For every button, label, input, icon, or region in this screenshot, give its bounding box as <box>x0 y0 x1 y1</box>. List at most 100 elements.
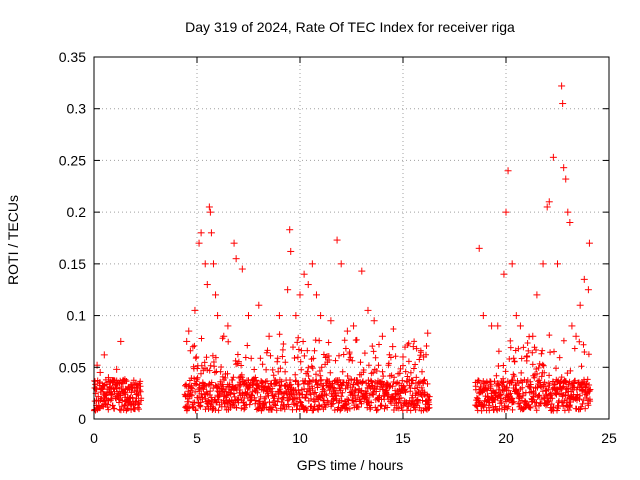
roti-point <box>104 374 112 382</box>
y-tick-label: 0.05 <box>59 359 86 375</box>
roti-point <box>350 322 358 330</box>
roti-point <box>560 164 568 172</box>
roti-point <box>566 218 574 226</box>
roti-point <box>333 236 341 244</box>
roti-point <box>121 376 129 384</box>
roti-point <box>585 239 593 247</box>
plot-frame <box>93 56 610 420</box>
roti-point <box>197 229 205 237</box>
roti-point <box>584 286 592 294</box>
roti-point <box>191 306 199 314</box>
roti-point <box>265 332 273 340</box>
roti-point <box>109 379 117 387</box>
x-tick-label: 0 <box>90 430 98 446</box>
roti-point <box>508 260 516 268</box>
y-tick-label: 0.2 <box>67 204 87 220</box>
x-tick-label: 15 <box>395 430 411 446</box>
roti-point <box>554 260 561 268</box>
roti-point <box>317 312 325 320</box>
roti-point <box>96 368 104 376</box>
y-tick-label: 0.35 <box>59 49 86 65</box>
roti-point <box>424 329 432 337</box>
roti-point <box>580 275 588 283</box>
roti-point <box>568 322 576 330</box>
roti-point <box>562 175 570 183</box>
roti-point <box>409 343 417 351</box>
y-tick-label: 0.25 <box>59 152 86 168</box>
roti-point <box>370 317 378 325</box>
roti-point <box>559 100 567 108</box>
x-tick-label: 10 <box>292 430 308 446</box>
roti-point <box>502 208 510 216</box>
roti-point <box>545 198 553 206</box>
y-axis-ticks: 0 0.05 0.1 0.15 0.2 0.25 0.3 0.35 <box>59 49 609 427</box>
y-axis-label: ROTI / TECUs <box>5 195 21 285</box>
roti-point <box>205 203 213 211</box>
x-axis-label: GPS time / hours <box>297 457 404 473</box>
roti-point <box>312 291 320 299</box>
grid-lines <box>94 57 609 419</box>
y-tick-label: 0.15 <box>59 256 86 272</box>
roti-point <box>488 322 496 330</box>
roti-point <box>183 337 191 345</box>
roti-point <box>516 322 524 330</box>
roti-point <box>224 322 232 330</box>
roti-point <box>558 82 566 90</box>
roti-point <box>255 301 263 309</box>
roti-point <box>220 332 228 340</box>
roti-point <box>500 270 508 278</box>
roti-point <box>286 226 294 234</box>
roti-point <box>209 260 217 268</box>
y-tick-label: 0.3 <box>67 101 87 117</box>
roti-point <box>399 353 407 361</box>
roti-point <box>117 337 125 345</box>
roti-point <box>201 260 209 268</box>
roti-point <box>529 332 537 340</box>
roti-point <box>327 317 335 325</box>
roti-point <box>479 312 487 320</box>
roti-point <box>287 247 295 255</box>
roti-point <box>292 312 300 320</box>
roti-point <box>238 265 246 273</box>
x-axis-ticks: 0 5 10 15 20 25 <box>90 57 617 446</box>
roti-point <box>230 239 238 247</box>
roti-point <box>549 153 557 161</box>
roti-point <box>475 244 483 252</box>
roti-point <box>543 203 551 211</box>
roti-point <box>127 382 135 390</box>
roti-point <box>296 291 304 299</box>
roti-point <box>539 260 547 268</box>
chart-title: Day 319 of 2024, Rate Of TEC Index for r… <box>185 19 515 35</box>
roti-point <box>207 229 215 237</box>
roti-point <box>245 312 252 320</box>
roti-point <box>420 353 428 361</box>
y-tick-label: 0 <box>78 411 86 427</box>
roti-point <box>533 291 541 299</box>
x-tick-label: 5 <box>193 430 201 446</box>
roti-point <box>504 167 512 175</box>
roti-point <box>232 255 240 263</box>
x-tick-label: 20 <box>498 430 514 446</box>
roti-point <box>185 327 193 335</box>
roti-point <box>572 332 580 340</box>
roti-point <box>494 322 502 330</box>
roti-point <box>308 260 316 268</box>
roti-point <box>113 365 121 373</box>
roti-point <box>337 260 345 268</box>
roti-point <box>195 239 203 247</box>
roti-point <box>304 281 312 289</box>
roti-point <box>91 384 99 392</box>
roti-point <box>378 332 386 340</box>
x-tick-label: 25 <box>601 430 617 446</box>
roti-point <box>364 306 372 314</box>
roti-point <box>358 267 366 275</box>
roti-point <box>275 312 283 320</box>
roti-point <box>133 384 141 392</box>
roti-point <box>343 327 351 335</box>
roti-point <box>523 353 531 361</box>
roti-point <box>212 291 220 299</box>
roti-point <box>203 281 211 289</box>
roti-point <box>100 351 108 359</box>
